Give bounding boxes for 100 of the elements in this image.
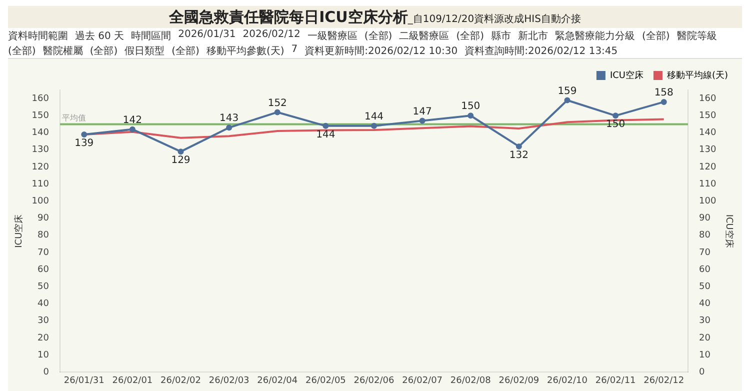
y-tick-label: 140 bbox=[32, 128, 50, 138]
point bbox=[371, 122, 377, 129]
point bbox=[226, 124, 232, 131]
data-label: 144 bbox=[316, 130, 336, 141]
x-tick-label: 26/02/04 bbox=[257, 376, 298, 386]
x-tick-label: 26/02/06 bbox=[354, 376, 394, 386]
y-axis-title: ICU空床 bbox=[14, 214, 25, 248]
x-tick-label: 26/02/02 bbox=[160, 376, 201, 386]
chart-subtitle: _自109/12/20資料源改成HIS自動介接 bbox=[408, 14, 581, 25]
ref-line-label: 平均值 bbox=[62, 113, 86, 122]
y2-tick-label: 30 bbox=[699, 316, 711, 326]
data-label: 139 bbox=[74, 138, 94, 150]
y2-tick-label: 90 bbox=[699, 214, 711, 224]
y-tick-label: 10 bbox=[38, 350, 50, 360]
text: 7 bbox=[291, 44, 298, 56]
point bbox=[129, 126, 136, 132]
data-label: 147 bbox=[412, 106, 432, 118]
y2-tick-label: 50 bbox=[699, 282, 711, 292]
text: 二級醫療區 bbox=[399, 30, 450, 42]
data-label: 158 bbox=[654, 88, 674, 99]
text: (全部) bbox=[642, 30, 670, 42]
text: 過去 60 天 bbox=[75, 30, 124, 42]
y-tick-label: 160 bbox=[32, 94, 50, 104]
text: 假日類型 bbox=[124, 44, 165, 58]
x-tick-label: 26/02/12 bbox=[644, 376, 684, 386]
y-tick-label: 110 bbox=[32, 179, 50, 190]
text: (全部) bbox=[172, 44, 200, 58]
y2-tick-label: 110 bbox=[699, 179, 716, 190]
point bbox=[178, 148, 184, 155]
y-tick-label: 0 bbox=[43, 368, 50, 378]
legend-label: 移動平均線(天) bbox=[666, 70, 728, 81]
y2-tick-label: 40 bbox=[699, 299, 711, 310]
text: 醫院等級 bbox=[676, 30, 717, 42]
y-tick-label: 120 bbox=[32, 162, 50, 172]
y-tick-label: 90 bbox=[38, 214, 50, 224]
data-label: 144 bbox=[364, 112, 384, 123]
x-tick-label: 26/02/09 bbox=[498, 376, 540, 386]
text: 縣市 bbox=[491, 30, 511, 42]
text: 移動平均參數(天) bbox=[206, 44, 284, 58]
point bbox=[468, 112, 474, 119]
x-tick-label: 26/02/11 bbox=[595, 376, 636, 386]
y-tick-label: 80 bbox=[38, 230, 50, 241]
text: (全部) bbox=[456, 30, 484, 42]
x-tick-label: 26/02/07 bbox=[402, 376, 443, 386]
text: 2026/02/12 bbox=[242, 28, 300, 42]
point bbox=[612, 112, 619, 119]
x-tick-label: 26/02/08 bbox=[450, 376, 492, 386]
chart-title: 全國急救責任醫院每日ICU空床分析 bbox=[169, 8, 408, 26]
legend-label: ICU空床 bbox=[610, 70, 644, 81]
data-label: 129 bbox=[171, 155, 190, 166]
text: 2026/01/31 bbox=[178, 28, 236, 42]
text: 資料查詢時間:2026/02/12 13:45 bbox=[464, 44, 618, 58]
y2-tick-label: 120 bbox=[699, 162, 716, 172]
y2-tick-label: 140 bbox=[699, 128, 716, 138]
y2-tick-label: 0 bbox=[699, 368, 706, 378]
y-tick-label: 150 bbox=[32, 111, 50, 121]
y-tick-label: 100 bbox=[32, 196, 50, 207]
text: 資料時間範圍 bbox=[8, 30, 68, 42]
y-tick-label: 20 bbox=[38, 333, 50, 344]
y-tick-label: 70 bbox=[38, 248, 50, 258]
point bbox=[419, 118, 426, 124]
x-tick-label: 26/02/10 bbox=[547, 376, 588, 386]
point bbox=[274, 109, 280, 116]
y2-tick-label: 160 bbox=[699, 94, 716, 104]
point bbox=[564, 97, 570, 104]
y2-tick-label: 130 bbox=[699, 145, 716, 156]
text: 緊急醫療能力分級 bbox=[555, 30, 635, 42]
data-label: 142 bbox=[122, 114, 142, 126]
point bbox=[322, 122, 329, 129]
y2-axis-title: ICU空床 bbox=[723, 214, 734, 248]
y2-tick-label: 150 bbox=[699, 111, 716, 121]
x-tick-label: 26/02/03 bbox=[208, 376, 250, 386]
y-tick-label: 40 bbox=[38, 299, 50, 310]
data-label: 159 bbox=[558, 86, 577, 97]
y2-tick-label: 10 bbox=[699, 350, 711, 360]
text: 醫院權屬 bbox=[42, 44, 83, 58]
data-label: 152 bbox=[268, 98, 287, 109]
text: 資料更新時間:2026/02/12 10:30 bbox=[304, 44, 458, 58]
data-label: 150 bbox=[461, 101, 480, 112]
text: (全部) bbox=[8, 44, 36, 58]
y-tick-label: 30 bbox=[38, 316, 50, 326]
data-label: 150 bbox=[606, 119, 626, 130]
x-tick-label: 26/02/05 bbox=[305, 376, 346, 386]
text: (全部) bbox=[90, 44, 118, 58]
data-label: 143 bbox=[220, 113, 239, 124]
y-tick-label: 60 bbox=[38, 264, 50, 275]
data-label: 132 bbox=[509, 150, 528, 162]
y2-tick-label: 80 bbox=[699, 230, 711, 241]
text: 一級醫療區 bbox=[307, 30, 358, 42]
text: 時間區間 bbox=[131, 30, 172, 42]
y2-tick-label: 100 bbox=[699, 196, 716, 207]
y2-tick-label: 60 bbox=[699, 264, 711, 275]
point bbox=[660, 98, 667, 105]
y-tick-label: 130 bbox=[32, 145, 50, 156]
y2-tick-label: 70 bbox=[699, 248, 711, 258]
y-tick-label: 50 bbox=[38, 282, 50, 292]
y2-tick-label: 20 bbox=[699, 333, 711, 344]
text: 新北市 bbox=[518, 30, 548, 42]
text: (全部) bbox=[364, 30, 392, 42]
point bbox=[516, 143, 522, 150]
